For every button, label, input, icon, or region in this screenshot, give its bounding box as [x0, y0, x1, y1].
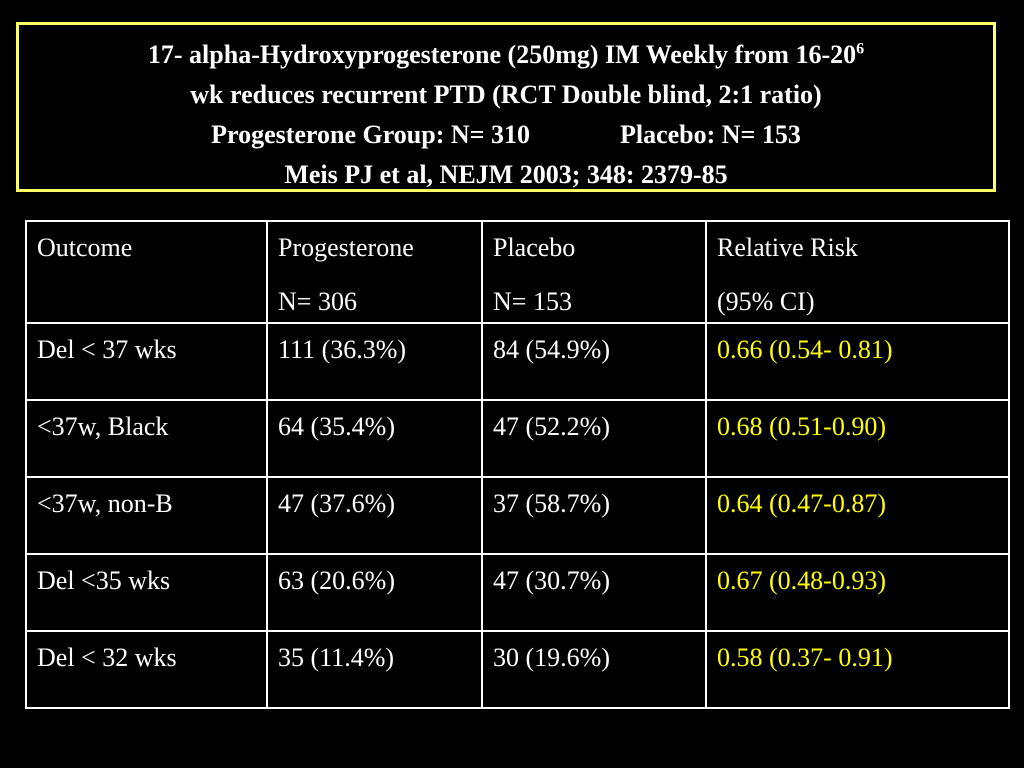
cell-placebo: 47 (52.2%) — [481, 399, 707, 478]
cell-relative-risk: 0.58 (0.37- 0.91) — [705, 630, 1010, 709]
cell-placebo: 84 (54.9%) — [481, 322, 707, 401]
table-row: Del < 37 wks 111 (36.3%) 84 (54.9%) 0.66 (0… — [25, 322, 1010, 401]
title-line-3: Progesterone Group: N= 310 Placebo: N= 15… — [19, 115, 993, 155]
table-row: <37w, Black 64 (35.4%) 47 (52.2%) 0.68 (0.5… — [25, 399, 1010, 478]
header-progesterone-line: N= 306 — [278, 287, 357, 316]
header-progesterone-line: Progesterone — [278, 233, 414, 262]
cell-outcome: <37w, non-B — [25, 476, 268, 555]
cell-placebo: 30 (19.6%) — [481, 630, 707, 709]
title-box: 17- alpha-Hydroxyprogesterone (250mg) IM… — [16, 22, 996, 192]
title-line-1: 17- alpha-Hydroxyprogesterone (250mg) IM… — [19, 35, 993, 75]
header-relative-risk-line: Relative Risk — [717, 233, 858, 262]
cell-progesterone: 111 (36.3%) — [266, 322, 483, 401]
cell-relative-risk: 0.64 (0.47-0.87) — [705, 476, 1010, 555]
title-line-1-text: 17- alpha-Hydroxyprogesterone (250mg) IM… — [147, 40, 857, 69]
header-outcome-line: Outcome — [37, 233, 133, 262]
cell-outcome: Del <35 wks — [25, 553, 268, 632]
header-placebo-line: Placebo — [493, 233, 576, 262]
cell-placebo: 47 (30.7%) — [481, 553, 707, 632]
placebo-group-count: Placebo: N= 153 — [619, 120, 801, 149]
cell-outcome: Del < 37 wks — [25, 322, 268, 401]
cell-progesterone: 64 (35.4%) — [266, 399, 483, 478]
results-table: Outcome Progesterone N= 306 Placebo N= 153 Re… — [25, 220, 1010, 709]
cell-progesterone: 35 (11.4%) — [266, 630, 483, 709]
progesterone-group-count: Progesterone Group: N= 310 — [211, 120, 530, 149]
table-row: <37w, non-B 47 (37.6%) 37 (58.7%) 0.64 (0.4… — [25, 476, 1010, 555]
cell-relative-risk: 0.68 (0.51-0.90) — [705, 399, 1010, 478]
cell-relative-risk: 0.67 (0.48-0.93) — [705, 553, 1010, 632]
title-superscript: 6 — [856, 40, 865, 58]
header-relative-risk-line: (95% CI) — [717, 287, 815, 316]
cell-outcome: Del < 32 wks — [25, 630, 268, 709]
header-placebo-line: N= 153 — [493, 287, 572, 316]
cell-outcome: <37w, Black — [25, 399, 268, 478]
header-progesterone: Progesterone N= 306 — [266, 220, 483, 324]
header-outcome: Outcome — [25, 220, 268, 324]
cell-progesterone: 47 (37.6%) — [266, 476, 483, 555]
title-line-2: wk reduces recurrent PTD (RCT Double bli… — [190, 80, 822, 109]
cell-placebo: 37 (58.7%) — [481, 476, 707, 555]
citation: Meis PJ et al, NEJM 2003; 348: 2379-85 — [284, 160, 728, 189]
cell-progesterone: 63 (20.6%) — [266, 553, 483, 632]
cell-relative-risk: 0.66 (0.54- 0.81) — [705, 322, 1010, 401]
table-row: Del <35 wks 63 (20.6%) 47 (30.7%) 0.67 (0.4… — [25, 553, 1010, 632]
header-placebo: Placebo N= 153 — [481, 220, 707, 324]
table-header-row: Outcome Progesterone N= 306 Placebo N= 153 Re… — [25, 220, 1010, 324]
table-row: Del < 32 wks 35 (11.4%) 30 (19.6%) 0.58 (0.… — [25, 630, 1010, 709]
header-relative-risk: Relative Risk (95% CI) — [705, 220, 1010, 324]
